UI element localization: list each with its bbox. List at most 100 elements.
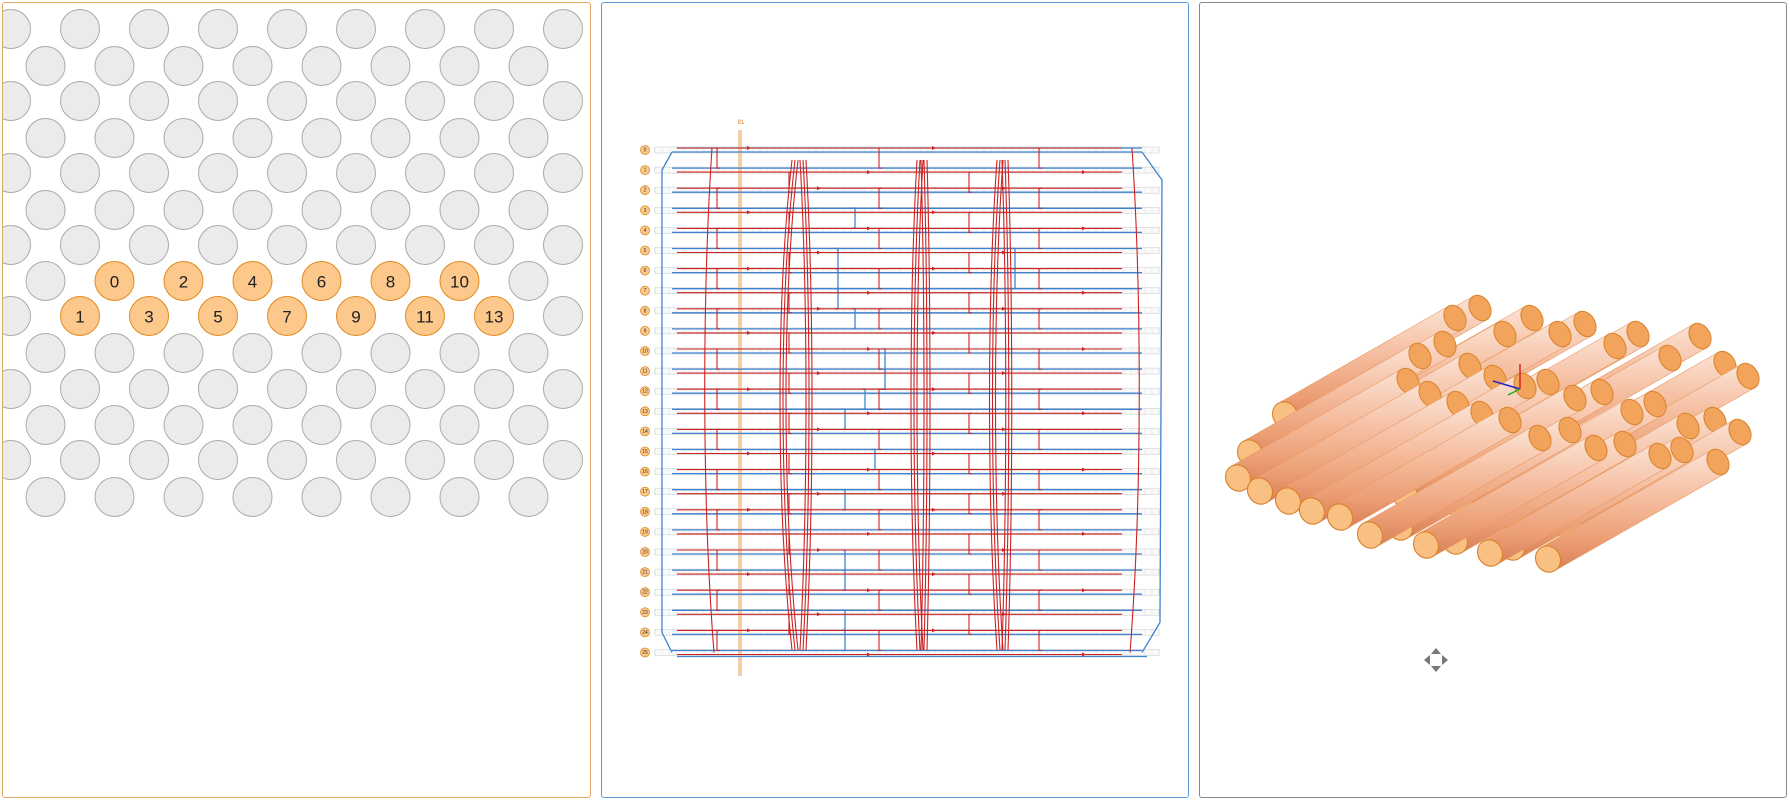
empty-lattice-cell[interactable] xyxy=(198,81,238,121)
empty-lattice-cell[interactable] xyxy=(370,477,411,517)
empty-lattice-cell[interactable] xyxy=(163,190,204,230)
helix-9[interactable]: 9 xyxy=(336,296,376,336)
empty-lattice-cell[interactable] xyxy=(439,333,480,373)
helix-rod[interactable] xyxy=(1243,377,1446,509)
empty-lattice-cell[interactable] xyxy=(474,225,514,265)
empty-lattice-cell[interactable] xyxy=(3,369,31,409)
helix-handle[interactable] xyxy=(640,366,650,377)
empty-lattice-cell[interactable] xyxy=(267,9,307,49)
helix-row-11[interactable]: 11 xyxy=(640,366,1160,377)
empty-lattice-cell[interactable] xyxy=(405,369,445,409)
empty-lattice-cell[interactable] xyxy=(232,333,273,373)
move-arrows-icon[interactable] xyxy=(1424,648,1448,672)
helix-row-6[interactable]: 6 xyxy=(640,265,1160,276)
empty-lattice-cell[interactable] xyxy=(94,190,135,230)
helix-row-19[interactable]: 19 xyxy=(640,527,1160,537)
helix-row-4[interactable]: 4 xyxy=(640,225,1160,236)
slice-view-canvas[interactable]: 0 2 4 6 8 101 3 5 7 9 11 13 xyxy=(3,3,589,796)
helix-handle[interactable] xyxy=(640,185,650,196)
empty-lattice-cell[interactable] xyxy=(301,405,342,445)
helix-0[interactable]: 0 xyxy=(94,261,135,301)
empty-lattice-cell[interactable] xyxy=(25,190,66,230)
empty-lattice-cell[interactable] xyxy=(336,440,376,480)
helix-rod[interactable] xyxy=(1353,421,1556,553)
empty-lattice-cell[interactable] xyxy=(474,9,514,49)
empty-lattice-cell[interactable] xyxy=(301,333,342,373)
helix-8[interactable]: 8 xyxy=(370,261,411,301)
helix-handle[interactable] xyxy=(640,346,650,356)
empty-lattice-cell[interactable] xyxy=(129,225,169,265)
helix-handle[interactable] xyxy=(640,466,650,477)
empty-lattice-cell[interactable] xyxy=(543,153,583,193)
empty-lattice-cell[interactable] xyxy=(232,405,273,445)
helix-handle[interactable] xyxy=(640,486,650,497)
empty-lattice-cell[interactable] xyxy=(3,153,31,193)
empty-lattice-cell[interactable] xyxy=(94,477,135,517)
helix-row-16[interactable]: 16 xyxy=(640,466,1160,477)
empty-lattice-cell[interactable] xyxy=(336,9,376,49)
helix-row-12[interactable]: 12 xyxy=(640,386,1160,397)
helix-row-15[interactable]: 15 xyxy=(640,446,1160,457)
helix-handle[interactable] xyxy=(640,245,650,256)
helix-handle[interactable] xyxy=(640,627,650,638)
helix-2[interactable]: 2 xyxy=(163,261,204,301)
empty-lattice-cell[interactable] xyxy=(508,333,549,373)
helix-row-3[interactable]: 3 xyxy=(640,205,1160,216)
empty-lattice-cell[interactable] xyxy=(94,118,135,158)
empty-lattice-cell[interactable] xyxy=(25,405,66,445)
empty-lattice-cell[interactable] xyxy=(543,9,583,49)
empty-lattice-cell[interactable] xyxy=(3,440,31,480)
empty-lattice-cell[interactable] xyxy=(267,369,307,409)
empty-lattice-cell[interactable] xyxy=(232,477,273,517)
empty-lattice-cell[interactable] xyxy=(267,81,307,121)
empty-lattice-cell[interactable] xyxy=(301,477,342,517)
empty-lattice-cell[interactable] xyxy=(198,9,238,49)
empty-lattice-cell[interactable] xyxy=(129,369,169,409)
empty-lattice-cell[interactable] xyxy=(163,405,204,445)
empty-lattice-cell[interactable] xyxy=(301,190,342,230)
empty-lattice-cell[interactable] xyxy=(129,81,169,121)
empty-lattice-cell[interactable] xyxy=(129,153,169,193)
empty-lattice-cell[interactable] xyxy=(198,369,238,409)
helix-7[interactable]: 7 xyxy=(267,296,307,336)
empty-lattice-cell[interactable] xyxy=(25,477,66,517)
staple-strands[interactable] xyxy=(677,146,1140,657)
empty-lattice-cell[interactable] xyxy=(405,81,445,121)
empty-lattice-cell[interactable] xyxy=(163,333,204,373)
empty-lattice-cell[interactable] xyxy=(508,46,549,86)
empty-lattice-cell[interactable] xyxy=(336,225,376,265)
helix-row-17[interactable]: 17 xyxy=(640,486,1160,497)
empty-lattice-cell[interactable] xyxy=(508,405,549,445)
helix-row-21[interactable]: 21 xyxy=(640,567,1160,577)
empty-lattice-cell[interactable] xyxy=(3,225,31,265)
empty-lattice-cell[interactable] xyxy=(232,190,273,230)
empty-lattice-cell[interactable] xyxy=(439,477,480,517)
helix-row-18[interactable]: 18 xyxy=(640,506,1160,517)
empty-lattice-cell[interactable] xyxy=(405,153,445,193)
empty-lattice-cell[interactable] xyxy=(60,9,100,49)
empty-lattice-cell[interactable] xyxy=(474,153,514,193)
helix-handle[interactable] xyxy=(640,285,650,296)
helix-row-23[interactable]: 23 xyxy=(640,607,1160,618)
empty-lattice-cell[interactable] xyxy=(3,81,31,121)
empty-lattice-cell[interactable] xyxy=(405,225,445,265)
empty-lattice-cell[interactable] xyxy=(267,153,307,193)
empty-lattice-cell[interactable] xyxy=(3,9,31,49)
helix-handle[interactable] xyxy=(640,205,650,216)
empty-lattice-cell[interactable] xyxy=(60,81,100,121)
helix-row-5[interactable]: 5 xyxy=(640,245,1160,256)
helix-handle[interactable] xyxy=(640,265,650,276)
empty-lattice-cell[interactable] xyxy=(232,46,273,86)
empty-lattice-cell[interactable] xyxy=(163,46,204,86)
empty-lattice-cell[interactable] xyxy=(301,46,342,86)
helix-handle[interactable] xyxy=(640,647,650,658)
helix-rod[interactable] xyxy=(1271,387,1474,519)
empty-lattice-cell[interactable] xyxy=(301,118,342,158)
slice-bar[interactable]: 81 xyxy=(738,120,745,676)
empty-lattice-cell[interactable] xyxy=(60,225,100,265)
3d-view-panel[interactable] xyxy=(1199,2,1787,798)
helix-handle[interactable] xyxy=(640,305,650,316)
empty-lattice-cell[interactable] xyxy=(370,46,411,86)
helix-handle[interactable] xyxy=(640,567,650,577)
path-view-canvas[interactable]: 0123456789101112131415161718192021222324… xyxy=(602,3,1187,796)
